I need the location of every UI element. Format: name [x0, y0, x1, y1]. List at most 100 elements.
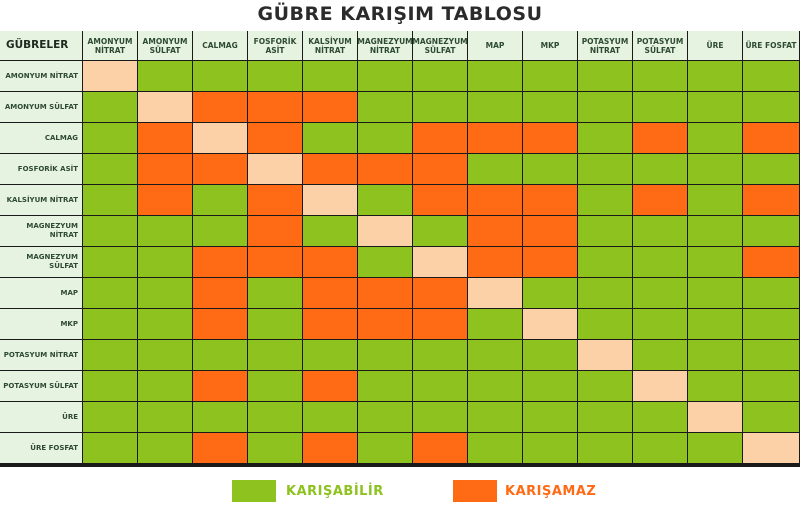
cell-compatible	[138, 216, 193, 247]
column-header: KALSİYUM NİTRAT	[303, 31, 358, 61]
cell-compatible	[468, 433, 523, 464]
cell-compatible	[138, 433, 193, 464]
cell-incompatible	[248, 216, 303, 247]
cell-compatible	[688, 92, 743, 123]
cell-compatible	[743, 340, 800, 371]
cell-compatible	[523, 61, 578, 92]
cell-compatible	[303, 123, 358, 154]
column-header: FOSFORİK ASİT	[248, 31, 303, 61]
cell-incompatible	[193, 247, 248, 278]
cell-compatible	[688, 61, 743, 92]
column-header: CALMAG	[193, 31, 248, 61]
cell-same	[578, 340, 633, 371]
cell-incompatible	[633, 123, 688, 154]
cell-compatible	[688, 154, 743, 185]
cell-compatible	[413, 402, 468, 433]
cell-compatible	[523, 433, 578, 464]
corner-label: GÜBRELER	[0, 31, 83, 61]
cell-compatible	[193, 340, 248, 371]
cell-compatible	[468, 61, 523, 92]
cell-compatible	[743, 371, 800, 402]
cell-incompatible	[193, 278, 248, 309]
row-header: FOSFORİK ASİT	[0, 154, 83, 185]
cell-compatible	[743, 278, 800, 309]
cell-compatible	[578, 278, 633, 309]
cell-compatible	[688, 247, 743, 278]
column-header: POTASYUM SÜLFAT	[633, 31, 688, 61]
cell-compatible	[688, 309, 743, 340]
cell-same	[248, 154, 303, 185]
cell-compatible	[248, 278, 303, 309]
column-header: MKP	[523, 31, 578, 61]
column-header: AMONYUM SÜLFAT	[138, 31, 193, 61]
cell-incompatible	[468, 216, 523, 247]
cell-incompatible	[303, 309, 358, 340]
cell-incompatible	[413, 123, 468, 154]
row-header: POTASYUM SÜLFAT	[0, 371, 83, 402]
cell-compatible	[633, 402, 688, 433]
cell-incompatible	[248, 185, 303, 216]
cell-incompatible	[468, 247, 523, 278]
cell-compatible	[468, 92, 523, 123]
cell-compatible	[83, 154, 138, 185]
row-header: AMONYUM SÜLFAT	[0, 92, 83, 123]
cell-compatible	[358, 402, 413, 433]
cell-compatible	[358, 247, 413, 278]
cell-compatible	[578, 61, 633, 92]
cell-compatible	[413, 61, 468, 92]
cell-compatible	[303, 402, 358, 433]
cell-compatible	[83, 371, 138, 402]
cell-compatible	[193, 185, 248, 216]
cell-compatible	[468, 340, 523, 371]
cell-compatible	[83, 340, 138, 371]
cell-incompatible	[303, 278, 358, 309]
cell-compatible	[248, 371, 303, 402]
cell-incompatible	[248, 247, 303, 278]
cell-compatible	[523, 278, 578, 309]
cell-compatible	[248, 309, 303, 340]
cell-incompatible	[413, 433, 468, 464]
cell-compatible	[578, 92, 633, 123]
cell-compatible	[413, 216, 468, 247]
cell-incompatible	[358, 154, 413, 185]
row-header: ÜRE FOSFAT	[0, 433, 83, 464]
cell-incompatible	[303, 433, 358, 464]
cell-compatible	[688, 185, 743, 216]
cell-compatible	[633, 309, 688, 340]
cell-incompatible	[193, 309, 248, 340]
cell-compatible	[578, 309, 633, 340]
cell-compatible	[633, 278, 688, 309]
cell-compatible	[633, 433, 688, 464]
cell-same	[358, 216, 413, 247]
cell-same	[688, 402, 743, 433]
legend-label-compatible: KARIŞABİLİR	[286, 484, 384, 499]
legend-swatch-compatible	[232, 480, 276, 502]
cell-incompatible	[523, 185, 578, 216]
cell-incompatible	[523, 123, 578, 154]
cell-compatible	[193, 61, 248, 92]
column-header: ÜRE	[688, 31, 743, 61]
column-header: MAGNEZYUM SÜLFAT	[413, 31, 468, 61]
cell-same	[413, 247, 468, 278]
cell-same	[633, 371, 688, 402]
cell-compatible	[83, 92, 138, 123]
cell-compatible	[688, 433, 743, 464]
cell-incompatible	[743, 247, 800, 278]
cell-incompatible	[413, 278, 468, 309]
cell-compatible	[468, 371, 523, 402]
cell-compatible	[578, 185, 633, 216]
cell-compatible	[303, 216, 358, 247]
cell-compatible	[248, 433, 303, 464]
compatibility-grid: GÜBRELER AMONYUM NİTRAT AMONYUM SÜLFAT CALM…	[0, 31, 800, 467]
cell-incompatible	[193, 92, 248, 123]
cell-incompatible	[413, 185, 468, 216]
cell-compatible	[688, 371, 743, 402]
cell-compatible	[138, 61, 193, 92]
cell-compatible	[688, 340, 743, 371]
cell-compatible	[83, 216, 138, 247]
cell-incompatible	[138, 123, 193, 154]
row-header: CALMAG	[0, 123, 83, 154]
cell-compatible	[468, 402, 523, 433]
cell-same	[468, 278, 523, 309]
cell-compatible	[523, 371, 578, 402]
